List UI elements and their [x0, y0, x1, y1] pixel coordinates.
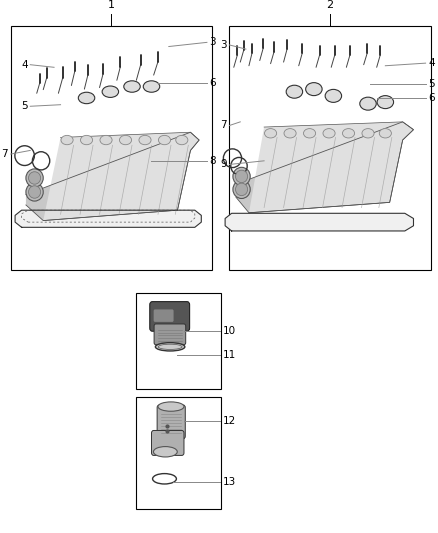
Ellipse shape: [233, 180, 250, 198]
Ellipse shape: [360, 97, 376, 110]
Ellipse shape: [28, 172, 41, 184]
Bar: [136, 397, 221, 509]
Ellipse shape: [28, 186, 41, 198]
Text: 8: 8: [209, 156, 216, 166]
Ellipse shape: [286, 85, 303, 98]
Ellipse shape: [153, 447, 177, 457]
Ellipse shape: [143, 81, 160, 92]
Text: 6: 6: [428, 93, 435, 103]
Ellipse shape: [81, 135, 92, 145]
Bar: [136, 293, 221, 390]
FancyBboxPatch shape: [150, 302, 190, 331]
Ellipse shape: [102, 86, 119, 98]
Text: 7: 7: [2, 149, 8, 159]
Polygon shape: [225, 213, 413, 231]
Text: 7: 7: [220, 120, 227, 131]
Ellipse shape: [236, 170, 247, 183]
Text: 4: 4: [428, 58, 435, 68]
Text: 5: 5: [428, 79, 435, 90]
Ellipse shape: [304, 128, 316, 138]
Polygon shape: [43, 132, 199, 221]
Ellipse shape: [323, 128, 335, 138]
Text: 1: 1: [108, 0, 115, 10]
Polygon shape: [249, 122, 413, 213]
Text: 3: 3: [209, 37, 216, 47]
Bar: [11, 26, 212, 270]
Ellipse shape: [61, 135, 73, 145]
Ellipse shape: [233, 167, 250, 185]
Text: 11: 11: [223, 350, 236, 360]
Ellipse shape: [379, 128, 392, 138]
Text: 10: 10: [223, 326, 236, 336]
Polygon shape: [236, 122, 413, 213]
Text: 5: 5: [21, 101, 28, 111]
Ellipse shape: [325, 90, 342, 102]
Polygon shape: [26, 132, 199, 221]
Ellipse shape: [265, 128, 277, 138]
Ellipse shape: [377, 95, 394, 109]
Text: 12: 12: [223, 416, 236, 426]
Ellipse shape: [306, 83, 322, 95]
Ellipse shape: [159, 135, 170, 145]
FancyBboxPatch shape: [152, 431, 184, 455]
Text: 9: 9: [220, 159, 227, 169]
Ellipse shape: [176, 135, 188, 145]
Ellipse shape: [26, 169, 43, 187]
FancyBboxPatch shape: [154, 310, 173, 322]
Bar: [230, 26, 431, 270]
Text: 6: 6: [209, 78, 216, 88]
Ellipse shape: [100, 135, 112, 145]
Ellipse shape: [139, 135, 151, 145]
Ellipse shape: [284, 128, 296, 138]
Ellipse shape: [155, 343, 185, 351]
Ellipse shape: [343, 128, 355, 138]
Ellipse shape: [26, 183, 43, 201]
Text: 3: 3: [220, 40, 227, 50]
Ellipse shape: [236, 183, 247, 196]
Ellipse shape: [78, 92, 95, 104]
Ellipse shape: [362, 128, 374, 138]
Ellipse shape: [120, 135, 131, 145]
Ellipse shape: [124, 81, 140, 92]
Ellipse shape: [158, 402, 184, 411]
FancyBboxPatch shape: [157, 405, 185, 439]
Text: 13: 13: [223, 477, 236, 487]
Polygon shape: [15, 210, 201, 227]
Text: 2: 2: [326, 0, 333, 10]
FancyBboxPatch shape: [154, 324, 186, 345]
Text: 4: 4: [21, 60, 28, 70]
